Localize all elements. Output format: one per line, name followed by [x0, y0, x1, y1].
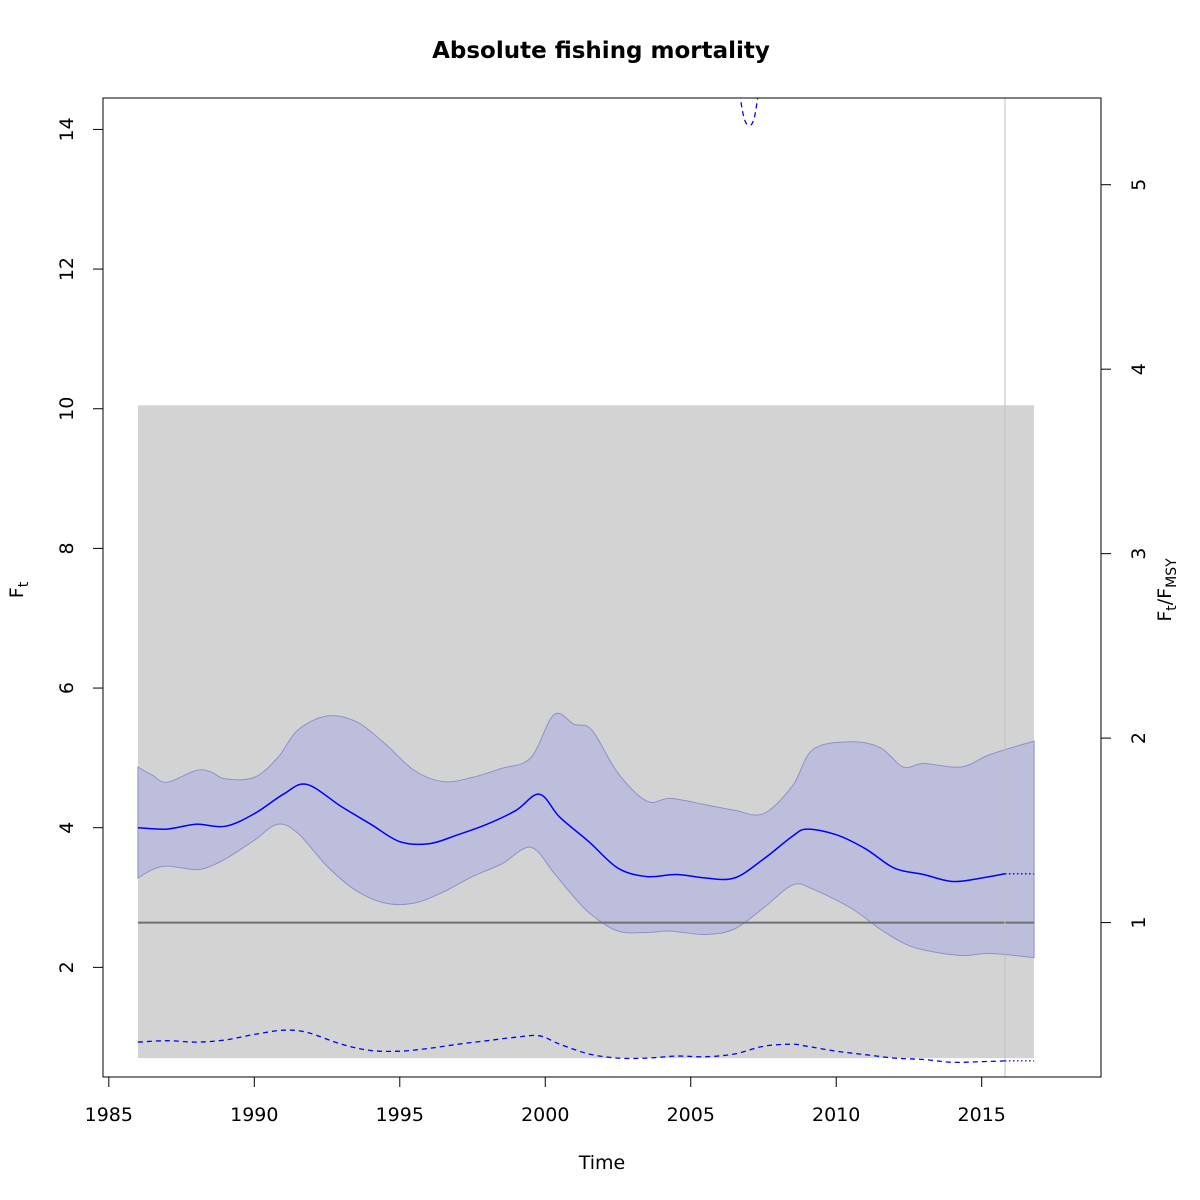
- plot-area: [137, 98, 1035, 1077]
- series-upper-dashed: [739, 98, 759, 126]
- y-tick-label: 2: [56, 961, 78, 973]
- y2-tick-label: 2: [1128, 732, 1150, 744]
- x-tick-label: 2010: [812, 1104, 860, 1126]
- y2-tick-label: 1: [1128, 917, 1150, 929]
- y2-axis-label: Ft/FMSY: [1154, 558, 1180, 622]
- y-tick-label: 10: [56, 397, 78, 421]
- series-estimate: [137, 783, 1006, 883]
- chart-title: Absolute fishing mortality: [432, 38, 770, 64]
- y-axis-right: 1 2 3 4 5: [1101, 179, 1150, 929]
- x-tick-label: 2015: [958, 1104, 1006, 1126]
- y-tick-label: 8: [56, 542, 78, 554]
- x-tick-label: 1995: [376, 1104, 424, 1126]
- x-tick-label: 1985: [85, 1104, 133, 1126]
- y-tick-label: 4: [56, 822, 78, 834]
- plot-frame: [102, 97, 1102, 1078]
- y-axis-left: 2 4 6 8 10 12 14: [56, 117, 103, 973]
- x-tick-label: 1990: [230, 1104, 278, 1126]
- y-tick-label: 14: [56, 117, 78, 141]
- series-lower-dashed: [137, 1029, 1006, 1064]
- y2-tick-label: 3: [1128, 548, 1150, 560]
- x-axis: 1985 1990 1995 2000 2005 2010 2015: [85, 1077, 1006, 1126]
- series-layer: [137, 98, 1035, 1064]
- y-tick-label: 12: [56, 257, 78, 281]
- x-tick-label: 2000: [521, 1104, 569, 1126]
- y-axis-label: Ft: [6, 581, 32, 598]
- confidence-band: [137, 712, 1035, 959]
- y-tick-label: 6: [56, 682, 78, 694]
- y2-tick-label: 4: [1128, 363, 1150, 375]
- y2-tick-label: 5: [1128, 179, 1150, 191]
- x-axis-label: Time: [578, 1152, 626, 1174]
- x-tick-label: 2005: [667, 1104, 715, 1126]
